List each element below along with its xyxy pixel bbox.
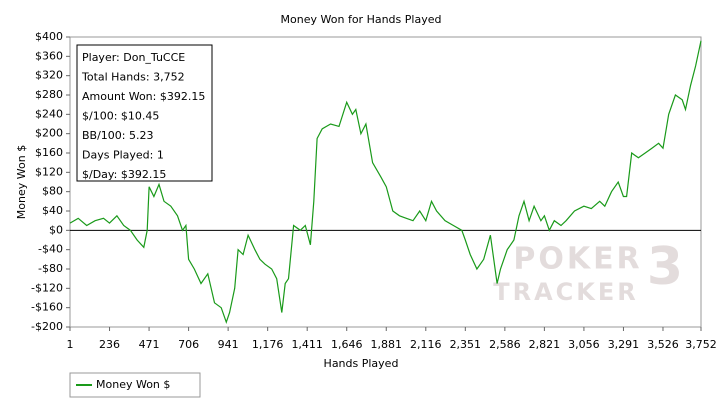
x-tick-label: 941 [218,338,239,351]
info-line: Amount Won: $392.15 [82,90,205,103]
y-tick-label: $80 [42,185,63,198]
info-line: Player: Don_TuCCE [82,51,185,64]
watermark: POKER [513,242,642,277]
y-tick-label: $200 [35,127,63,140]
plot-area [69,36,702,328]
x-tick-label: 236 [99,338,120,351]
legend-label: Money Won $ [96,378,170,391]
x-tick-label: 2,821 [529,338,561,351]
x-axis-label: Hands Played [324,357,399,370]
info-line: $/100: $10.45 [82,110,159,123]
x-tick-label: 3,056 [568,338,600,351]
y-axis-label: Money Won $ [15,145,28,219]
x-tick-label: 2,586 [489,338,521,351]
y-tick-label: $240 [35,107,63,120]
y-tick-label: -$120 [31,281,63,294]
y-tick-label: $40 [42,204,63,217]
chart-title: Money Won for Hands Played [281,13,442,26]
x-tick-label: 706 [178,338,199,351]
x-tick-label: 1 [67,338,74,351]
x-tick-label: 2,351 [450,338,482,351]
x-tick-label: 1,646 [331,338,363,351]
y-tick-label: $360 [35,49,63,62]
y-tick-label: -$80 [38,262,63,275]
x-tick-label: 3,526 [647,338,679,351]
y-tick-label: $280 [35,88,63,101]
x-tick-label: 1,176 [252,338,284,351]
watermark: TRACKER [493,278,639,306]
info-line: Days Played: 1 [82,149,164,162]
info-line: Total Hands: 3,752 [81,71,185,84]
x-tick-label: 471 [139,338,160,351]
x-tick-label: 3,752 [685,338,717,351]
watermark: 3 [647,237,683,297]
y-tick-label: -$200 [31,320,63,333]
y-tick-label: -$160 [31,301,63,314]
y-tick-label: $320 [35,69,63,82]
x-tick-label: 3,291 [608,338,640,351]
x-tick-label: 2,116 [410,338,442,351]
x-tick-label: 1,411 [291,338,323,351]
y-tick-label: $160 [35,146,63,159]
info-box [76,44,213,182]
y-tick-label: -$40 [38,243,63,256]
data-line [69,40,702,325]
y-tick-label: $120 [35,165,63,178]
legend-box [69,372,201,398]
y-tick-label: $0 [49,223,63,236]
x-tick-label: 1,881 [371,338,403,351]
info-line: BB/100: 5.23 [82,129,154,142]
y-tick-label: $400 [35,30,63,43]
info-line: $/Day: $392.15 [82,168,166,181]
